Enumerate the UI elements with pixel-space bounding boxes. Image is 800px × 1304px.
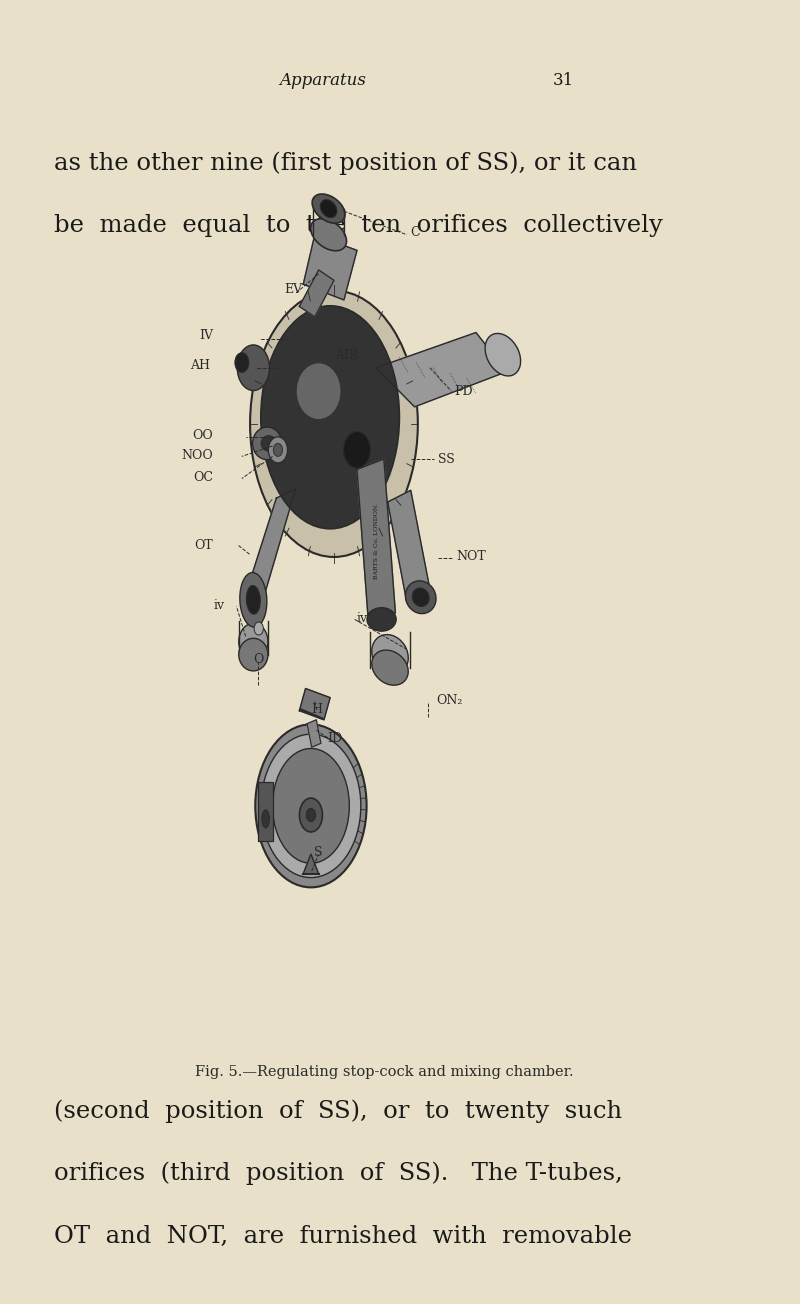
Ellipse shape bbox=[367, 608, 396, 631]
Text: iv: iv bbox=[213, 599, 224, 612]
Text: H: H bbox=[311, 703, 322, 716]
Ellipse shape bbox=[320, 200, 337, 218]
Text: IV: IV bbox=[199, 329, 214, 342]
Text: NOO: NOO bbox=[182, 449, 214, 462]
Ellipse shape bbox=[246, 585, 260, 614]
Ellipse shape bbox=[310, 219, 346, 250]
Text: PD: PD bbox=[454, 385, 473, 398]
Ellipse shape bbox=[255, 725, 366, 887]
Text: AIR: AIR bbox=[335, 349, 358, 363]
Ellipse shape bbox=[253, 426, 282, 459]
Ellipse shape bbox=[261, 734, 361, 878]
Text: OT: OT bbox=[194, 539, 214, 552]
Text: NOT: NOT bbox=[456, 550, 486, 563]
Text: C: C bbox=[410, 226, 420, 239]
Text: ON₂: ON₂ bbox=[436, 694, 462, 707]
Polygon shape bbox=[242, 489, 295, 606]
Polygon shape bbox=[299, 689, 330, 720]
Text: orifices  (third  position  of  SS).   The T-tubes,: orifices (third position of SS). The T-t… bbox=[54, 1162, 622, 1185]
Ellipse shape bbox=[312, 194, 345, 223]
Text: AH: AH bbox=[190, 359, 210, 372]
Ellipse shape bbox=[273, 748, 350, 863]
Polygon shape bbox=[376, 333, 506, 407]
Ellipse shape bbox=[240, 572, 267, 627]
Polygon shape bbox=[299, 270, 334, 317]
Ellipse shape bbox=[274, 443, 282, 456]
Text: S: S bbox=[314, 846, 323, 859]
Ellipse shape bbox=[238, 344, 270, 391]
Ellipse shape bbox=[372, 635, 408, 674]
Text: ID: ID bbox=[327, 732, 342, 745]
Ellipse shape bbox=[261, 436, 276, 451]
Ellipse shape bbox=[268, 437, 287, 463]
Polygon shape bbox=[388, 490, 430, 602]
Text: Fig. 5.—Regulating stop-cock and mixing chamber.: Fig. 5.—Regulating stop-cock and mixing … bbox=[194, 1065, 573, 1078]
Ellipse shape bbox=[254, 622, 263, 635]
Text: OT  and  NOT,  are  furnished  with  removable: OT and NOT, are furnished with removable bbox=[54, 1224, 632, 1248]
Ellipse shape bbox=[306, 808, 315, 822]
Text: BARTS & Co, LONDON.: BARTS & Co, LONDON. bbox=[374, 503, 378, 579]
Ellipse shape bbox=[261, 306, 399, 529]
Polygon shape bbox=[307, 720, 321, 747]
Text: as the other nine (first position of SS), or it can: as the other nine (first position of SS)… bbox=[54, 151, 637, 175]
Ellipse shape bbox=[235, 353, 249, 373]
Ellipse shape bbox=[297, 364, 341, 419]
Text: 31: 31 bbox=[553, 72, 574, 90]
Text: OO: OO bbox=[193, 429, 214, 442]
Text: (second  position  of  SS),  or  to  twenty  such: (second position of SS), or to twenty su… bbox=[54, 1099, 622, 1123]
FancyBboxPatch shape bbox=[258, 782, 274, 841]
Ellipse shape bbox=[485, 334, 521, 376]
Text: OC: OC bbox=[194, 471, 214, 484]
Ellipse shape bbox=[250, 291, 418, 557]
Polygon shape bbox=[357, 459, 395, 623]
Text: O: O bbox=[253, 653, 263, 666]
Ellipse shape bbox=[238, 638, 268, 670]
Ellipse shape bbox=[372, 651, 408, 685]
Text: iv': iv' bbox=[356, 612, 371, 625]
Polygon shape bbox=[303, 235, 357, 300]
Text: Apparatus: Apparatus bbox=[279, 72, 366, 90]
Text: SS: SS bbox=[438, 452, 454, 466]
Text: EV: EV bbox=[284, 283, 302, 296]
Ellipse shape bbox=[262, 810, 270, 828]
Ellipse shape bbox=[299, 798, 322, 832]
Ellipse shape bbox=[406, 580, 436, 614]
Polygon shape bbox=[303, 854, 318, 874]
Ellipse shape bbox=[412, 588, 429, 606]
Text: be  made  equal  to  the  ten  orifices  collectively: be made equal to the ten orifices collec… bbox=[54, 214, 662, 237]
Ellipse shape bbox=[238, 623, 268, 660]
Ellipse shape bbox=[343, 432, 370, 468]
